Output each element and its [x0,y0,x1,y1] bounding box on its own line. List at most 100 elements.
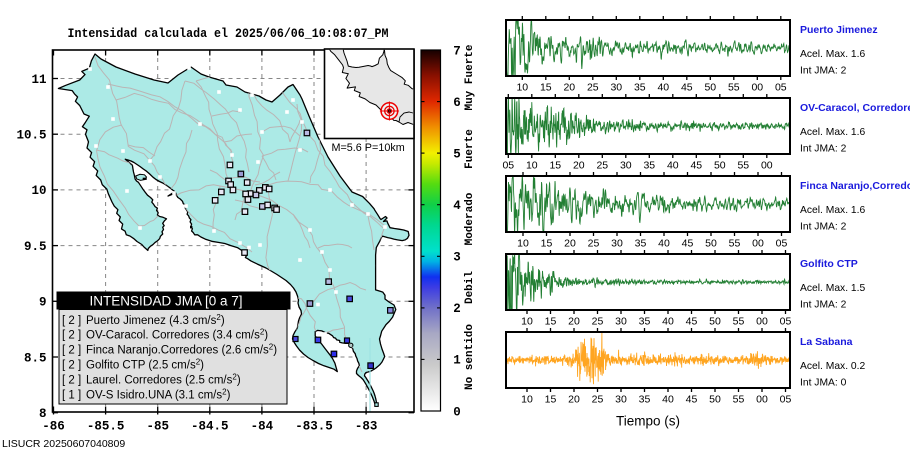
svg-text:Int JMA: 2: Int JMA: 2 [800,144,847,155]
svg-text:35: 35 [634,82,646,94]
svg-text:[ 1 ]: [ 1 ] [62,389,81,401]
svg-text:50: 50 [709,394,721,406]
svg-text:00: 00 [752,238,764,250]
svg-text:20: 20 [573,160,585,172]
svg-text:40: 40 [662,316,674,328]
svg-text:45: 45 [686,316,698,328]
svg-text:Int JMA: 2: Int JMA: 2 [800,222,847,233]
svg-text:-85: -85 [146,420,169,434]
svg-text:15: 15 [541,238,553,250]
svg-text:-83: -83 [355,420,378,434]
svg-text:55: 55 [733,316,745,328]
svg-text:8.5: 8.5 [24,351,47,365]
svg-text:La Sabana: La Sabana [800,336,853,348]
svg-text:OV-Caracol. Corredores (3.4 cm: OV-Caracol. Corredores (3.4 cm/s2) [86,328,268,342]
svg-text:[ 2 ]: [ 2 ] [62,330,81,342]
svg-text:40: 40 [662,394,674,406]
svg-text:Acel. Max. 0.2: Acel. Max. 0.2 [800,361,866,372]
svg-text:[ 2 ]: [ 2 ] [62,345,81,357]
svg-text:45: 45 [686,394,698,406]
svg-text:40: 40 [667,160,679,172]
svg-text:10: 10 [31,184,46,198]
svg-text:00: 00 [761,160,773,172]
svg-text:50: 50 [705,238,717,250]
svg-text:40: 40 [658,238,670,250]
svg-text:6: 6 [453,96,461,110]
svg-text:50: 50 [714,160,726,172]
svg-text:Int JMA: 2: Int JMA: 2 [800,66,847,77]
svg-text:9.5: 9.5 [24,240,47,254]
svg-text:LISUCR 20250607040809: LISUCR 20250607040809 [2,438,125,450]
svg-text:Fuerte: Fuerte [464,129,476,169]
svg-text:Tiempo (s): Tiempo (s) [616,414,680,429]
svg-text:-85.5: -85.5 [87,420,125,434]
svg-text:OV-Caracol, Corredores: OV-Caracol, Corredores [800,102,910,114]
svg-text:4: 4 [453,199,461,213]
svg-text:50: 50 [709,316,721,328]
svg-text:-86: -86 [42,420,65,434]
svg-text:Debil: Debil [464,271,476,304]
svg-text:30: 30 [610,82,622,94]
svg-text:05: 05 [776,238,788,250]
svg-text:35: 35 [639,394,651,406]
svg-text:05: 05 [780,316,792,328]
svg-text:35: 35 [635,238,647,250]
svg-text:55: 55 [728,82,740,94]
svg-text:55: 55 [737,160,749,172]
svg-text:45: 45 [681,82,693,94]
svg-text:15: 15 [545,316,557,328]
svg-text:-84.5: -84.5 [191,420,229,434]
svg-text:Puerto Jimenez (4.3 cm/s2): Puerto Jimenez (4.3 cm/s2) [86,313,225,327]
svg-text:00: 00 [756,394,768,406]
svg-text:Laurel. Corredores (2.5 cm/s2): Laurel. Corredores (2.5 cm/s2) [86,372,241,386]
svg-text:45: 45 [682,238,694,250]
svg-text:35: 35 [639,316,651,328]
svg-text:30: 30 [611,238,623,250]
svg-text:OV-S Isidro.UNA (3.1 cm/s2): OV-S Isidro.UNA (3.1 cm/s2) [86,387,231,401]
svg-text:10: 10 [517,238,529,250]
svg-text:2: 2 [453,302,461,316]
svg-text:5: 5 [453,147,461,161]
svg-text:15: 15 [545,394,557,406]
svg-text:20: 20 [563,82,575,94]
svg-text:05: 05 [780,394,792,406]
svg-text:[ 2 ]: [ 2 ] [62,360,81,372]
svg-text:-83.5: -83.5 [295,420,333,434]
svg-text:M=5.6 P=10km: M=5.6 P=10km [332,142,405,154]
svg-text:10: 10 [526,160,538,172]
svg-text:20: 20 [568,394,580,406]
svg-text:Puerto Jimenez: Puerto Jimenez [800,24,878,36]
svg-text:10: 10 [521,394,533,406]
svg-text:1: 1 [453,354,461,368]
svg-text:45: 45 [690,160,702,172]
svg-text:30: 30 [620,160,632,172]
svg-text:20: 20 [568,316,580,328]
svg-text:55: 55 [729,238,741,250]
svg-text:55: 55 [733,394,745,406]
svg-text:Int JMA: 0: Int JMA: 0 [800,378,847,389]
svg-text:Finca Naranjo,Corredores: Finca Naranjo,Corredores [800,180,910,192]
svg-text:40: 40 [657,82,669,94]
svg-text:7: 7 [453,44,461,58]
svg-text:Finca Naranjo.Corredores (2.6: Finca Naranjo.Corredores (2.6 cm/s2) [86,343,277,357]
svg-text:Acel. Max. 1.5: Acel. Max. 1.5 [800,283,866,294]
svg-text:Intensidad calculada el 2025/0: Intensidad calculada el 2025/06/06_10:08… [68,27,389,41]
svg-text:10: 10 [516,82,528,94]
svg-text:25: 25 [588,238,600,250]
svg-text:-84: -84 [251,420,274,434]
svg-text:INTENSIDAD JMA [0 a 7]: INTENSIDAD JMA [0 a 7] [89,294,242,309]
svg-text:05: 05 [775,82,787,94]
svg-text:25: 25 [587,82,599,94]
svg-text:00: 00 [751,82,763,94]
svg-text:25: 25 [592,394,604,406]
svg-text:No sentido: No sentido [464,324,476,390]
svg-text:30: 30 [615,316,627,328]
svg-text:8: 8 [39,407,47,421]
svg-text:11: 11 [31,73,46,87]
svg-text:0: 0 [453,405,461,419]
svg-text:15: 15 [549,160,561,172]
svg-text:[ 2 ]: [ 2 ] [62,315,81,327]
svg-text:50: 50 [704,82,716,94]
svg-text:25: 25 [592,316,604,328]
svg-text:15: 15 [540,82,552,94]
